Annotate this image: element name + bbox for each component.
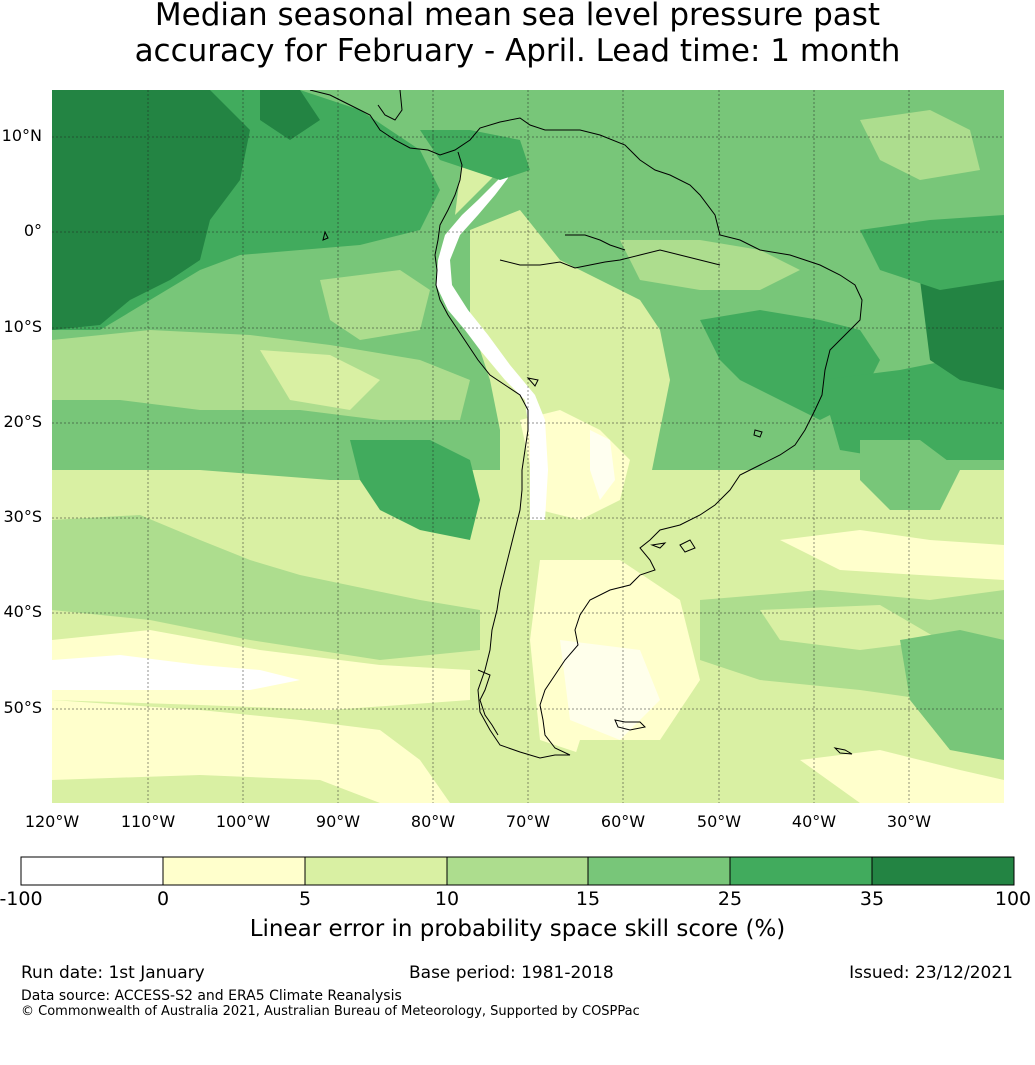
lon-label-60w: 60°W	[600, 812, 646, 831]
lon-label-110w: 110°W	[120, 812, 176, 831]
colorbar-tick: -100	[0, 888, 43, 910]
colorbar-tick: 15	[575, 888, 601, 910]
lat-label-10n: 10°N	[1, 126, 42, 145]
lon-label-90w: 90°W	[315, 812, 361, 831]
copyright: © Commonwealth of Australia 2021, Austra…	[21, 1004, 640, 1019]
base-period: Base period: 1981-2018	[409, 963, 614, 983]
lat-label-40s: 40°S	[3, 602, 42, 621]
run-date: Run date: 1st January	[21, 963, 205, 983]
lon-label-50w: 50°W	[696, 812, 742, 831]
lat-label-50s: 50°S	[3, 698, 42, 717]
data-source: Data source: ACCESS-S2 and ERA5 Climate …	[21, 988, 402, 1004]
lon-label-30w: 30°W	[886, 812, 932, 831]
colorbar-tick: 0	[156, 888, 170, 910]
lat-label-30s: 30°S	[3, 507, 42, 526]
colorbar	[20, 856, 1015, 886]
title-line-2: accuracy for February - April. Lead time…	[134, 33, 901, 69]
colorbar-tick: 5	[298, 888, 312, 910]
lat-label-0: 0°	[23, 221, 42, 240]
lat-label-20s: 20°S	[3, 412, 42, 431]
lon-label-40w: 40°W	[791, 812, 837, 831]
issued-date: Issued: 23/12/2021	[849, 963, 1013, 983]
colorbar-tick: 25	[717, 888, 743, 910]
lon-label-70w: 70°W	[505, 812, 551, 831]
title-line-1: Median seasonal mean sea level pressure …	[154, 0, 881, 33]
lat-label-10s: 10°S	[3, 317, 42, 336]
lon-label-80w: 80°W	[410, 812, 456, 831]
colorbar-tick: 10	[434, 888, 460, 910]
coastlines	[309, 90, 863, 759]
lon-label-100w: 100°W	[215, 812, 271, 831]
colorbar-tick: 35	[859, 888, 885, 910]
colorbar-tick: 100	[994, 888, 1032, 910]
colorbar-label: Linear error in probability space skill …	[249, 916, 786, 942]
lon-label-120w: 120°W	[24, 812, 80, 831]
skill-field	[52, 90, 1004, 803]
